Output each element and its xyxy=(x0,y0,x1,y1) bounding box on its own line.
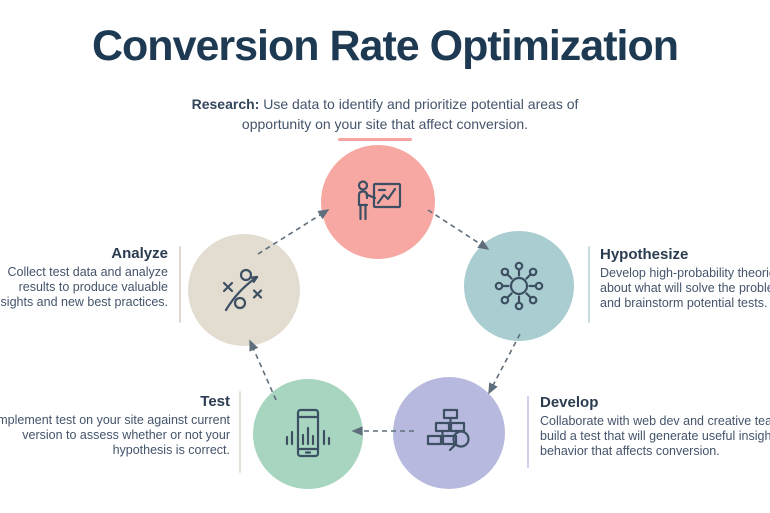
hypothesize-divider xyxy=(588,246,590,323)
hypothesize-title: Hypothesize xyxy=(600,246,689,263)
stage-circle-research xyxy=(321,145,435,259)
hypothesize-text-block: Hypothesize Develop high-probability the… xyxy=(600,246,770,311)
develop-text-block: Develop Collaborate with web dev and cre… xyxy=(540,394,770,459)
research-description: Research: Use data to identify and prior… xyxy=(7,94,763,134)
sitemap-search-icon xyxy=(426,408,470,452)
strategy-play-icon xyxy=(222,268,263,312)
arrow-research-to-hypothesize xyxy=(427,209,490,250)
page-title: Conversion Rate Optimization xyxy=(91,22,679,70)
network-hub-icon xyxy=(494,261,544,311)
mobile-chart-icon xyxy=(285,408,331,458)
test-text-block: Test Implement test on your site against… xyxy=(0,393,230,458)
develop-title: Develop xyxy=(540,394,599,411)
research-description-line1: Research: Use data to identify and prior… xyxy=(191,96,579,112)
develop-divider xyxy=(527,396,529,468)
stage-circle-hypothesize xyxy=(464,231,574,341)
arrow-hypothesize-to-develop xyxy=(488,333,521,395)
research-accent-line xyxy=(338,138,412,141)
test-body: Implement test on your site against curr… xyxy=(0,413,230,457)
stage-circle-test xyxy=(253,379,363,489)
hypothesize-body: Develop high-probability theories about … xyxy=(600,266,770,310)
presenter-chart-icon xyxy=(357,180,402,221)
analyze-title: Analyze xyxy=(111,245,168,262)
develop-body: Collaborate with web dev and creative te… xyxy=(540,414,770,458)
research-description-line2: opportunity on your site that affect con… xyxy=(241,116,529,132)
test-title: Test xyxy=(200,393,230,410)
stage-circle-develop xyxy=(393,377,505,489)
analyze-text-block: Analyze Collect test data and analyze re… xyxy=(0,245,168,310)
test-divider xyxy=(239,391,241,473)
analyze-body: Collect test data and analyze results to… xyxy=(0,265,168,309)
stage-circle-analyze xyxy=(188,234,300,346)
analyze-divider xyxy=(179,246,181,323)
research-label: Research: xyxy=(191,96,260,112)
